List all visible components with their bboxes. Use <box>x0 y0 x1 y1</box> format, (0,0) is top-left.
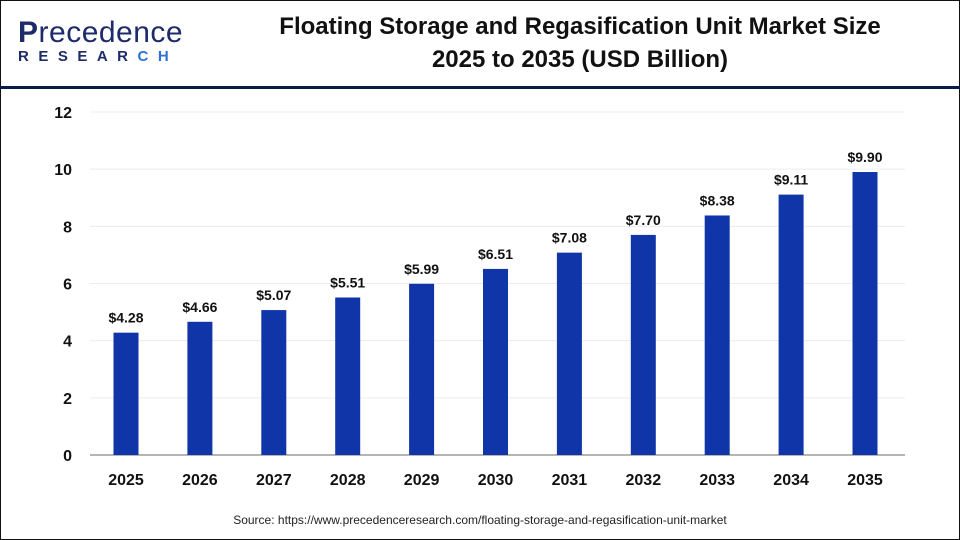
x-tick-label: 2025 <box>108 472 144 489</box>
header: Precedence RESEARCH Floating Storage and… <box>0 0 960 89</box>
title-line-1: Floating Storage and Regasification Unit… <box>279 13 881 40</box>
bar-2026 <box>187 321 213 455</box>
data-label: $9.11 <box>774 172 808 188</box>
bar-2034 <box>778 194 804 455</box>
x-tick-label: 2030 <box>478 472 514 489</box>
y-tick-label: 2 <box>63 391 72 408</box>
x-tick-label: 2032 <box>626 472 662 489</box>
x-tick-label: 2031 <box>552 472 588 489</box>
y-tick-label: 12 <box>54 105 72 122</box>
y-tick-label: 4 <box>63 334 72 351</box>
bar-2027 <box>261 310 287 455</box>
data-label: $9.90 <box>847 149 882 165</box>
bar-2025 <box>113 332 139 455</box>
chart-title: Floating Storage and Regasification Unit… <box>230 10 930 76</box>
x-tick-label: 2033 <box>699 472 735 489</box>
y-tick-label: 10 <box>54 162 72 179</box>
bar-2033 <box>704 215 730 455</box>
data-label: $5.51 <box>330 275 365 291</box>
x-tick-label: 2028 <box>330 472 366 489</box>
data-label: $4.28 <box>108 310 143 326</box>
y-tick-label: 8 <box>63 219 72 236</box>
data-label: $4.66 <box>182 299 217 315</box>
bar-2030 <box>483 268 508 455</box>
data-label: $6.51 <box>478 246 513 262</box>
x-tick-label: 2027 <box>256 472 292 489</box>
brand-logo: Precedence RESEARCH <box>18 16 184 66</box>
title-line-2: 2025 to 2035 (USD Billion) <box>431 46 729 73</box>
x-tick-label: 2035 <box>847 472 883 489</box>
bar-2028 <box>335 297 361 455</box>
data-label: $5.99 <box>404 261 439 277</box>
source-note: Source: https://www.precedenceresearch.c… <box>233 513 727 527</box>
data-label: $8.38 <box>700 192 735 208</box>
bar-2032 <box>630 234 656 455</box>
bar-2031 <box>556 252 582 455</box>
x-tick-label: 2026 <box>182 472 218 489</box>
data-label: $7.08 <box>552 230 587 246</box>
bar-2035 <box>852 172 878 455</box>
y-tick-label: 0 <box>63 448 72 465</box>
x-tick-label: 2034 <box>773 472 809 489</box>
x-tick-label: 2029 <box>404 472 440 489</box>
y-tick-label: 6 <box>63 277 72 294</box>
bar-2029 <box>409 283 435 455</box>
data-label: $7.70 <box>626 212 661 228</box>
data-label: $5.07 <box>256 287 291 303</box>
